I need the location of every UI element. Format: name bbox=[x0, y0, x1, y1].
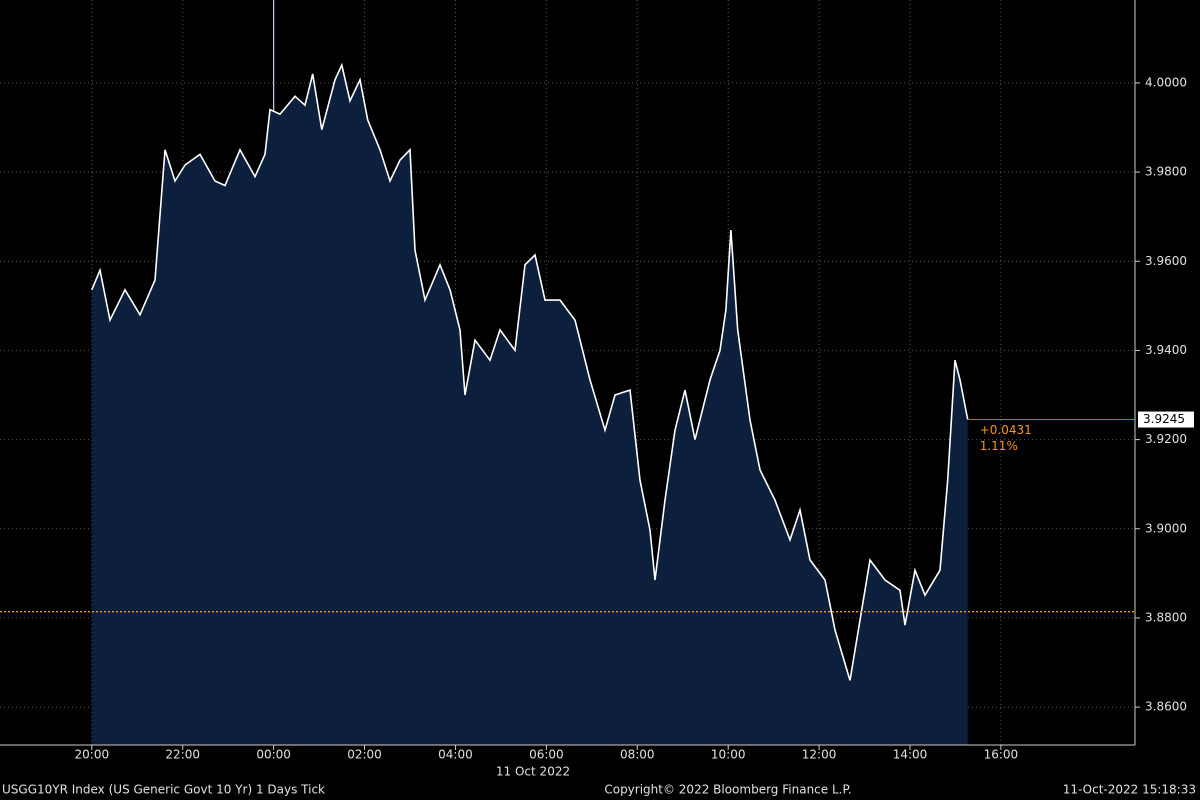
x-tick-label: 14:00 bbox=[893, 748, 928, 762]
y-tick-label: 4.0000 bbox=[1145, 75, 1187, 89]
x-tick-label: 02:00 bbox=[347, 748, 382, 762]
x-tick-label: 22:00 bbox=[165, 748, 200, 762]
footer-center: Copyright© 2022 Bloomberg Finance L.P. bbox=[604, 783, 851, 797]
area-fill bbox=[91, 65, 968, 746]
footer-right: 11-Oct-2022 15:18:33 bbox=[1063, 783, 1196, 797]
change-label: +0.0431 bbox=[980, 423, 1032, 437]
footer-left: USGG10YR Index (US Generic Govt 10 Yr) 1… bbox=[2, 783, 325, 797]
y-tick-label: 3.9200 bbox=[1145, 432, 1187, 446]
x-tick-label: 20:00 bbox=[75, 748, 110, 762]
x-tick-label: 08:00 bbox=[620, 748, 655, 762]
y-tick-label: 3.9800 bbox=[1145, 165, 1187, 179]
x-tick-label: 06:00 bbox=[529, 748, 564, 762]
y-tick-label: 3.9000 bbox=[1145, 521, 1187, 535]
y-tick-label: 3.9600 bbox=[1145, 254, 1187, 268]
y-tick-label: 3.8800 bbox=[1145, 610, 1187, 624]
y-tick-label: 3.8600 bbox=[1145, 700, 1187, 714]
change-pct-label: 1.11% bbox=[980, 439, 1018, 453]
last-value-label: 3.9245 bbox=[1143, 412, 1185, 426]
x-tick-label: 04:00 bbox=[438, 748, 473, 762]
x-tick-label: 00:00 bbox=[256, 748, 291, 762]
price-line bbox=[91, 62, 969, 681]
y-tick-label: 3.9400 bbox=[1145, 343, 1187, 357]
x-tick-label: 16:00 bbox=[984, 748, 1019, 762]
x-tick-label: 10:00 bbox=[711, 748, 746, 762]
x-tick-label: 12:00 bbox=[802, 748, 837, 762]
date-label: 11 Oct 2022 bbox=[496, 765, 570, 779]
last-value-box bbox=[1138, 411, 1194, 428]
